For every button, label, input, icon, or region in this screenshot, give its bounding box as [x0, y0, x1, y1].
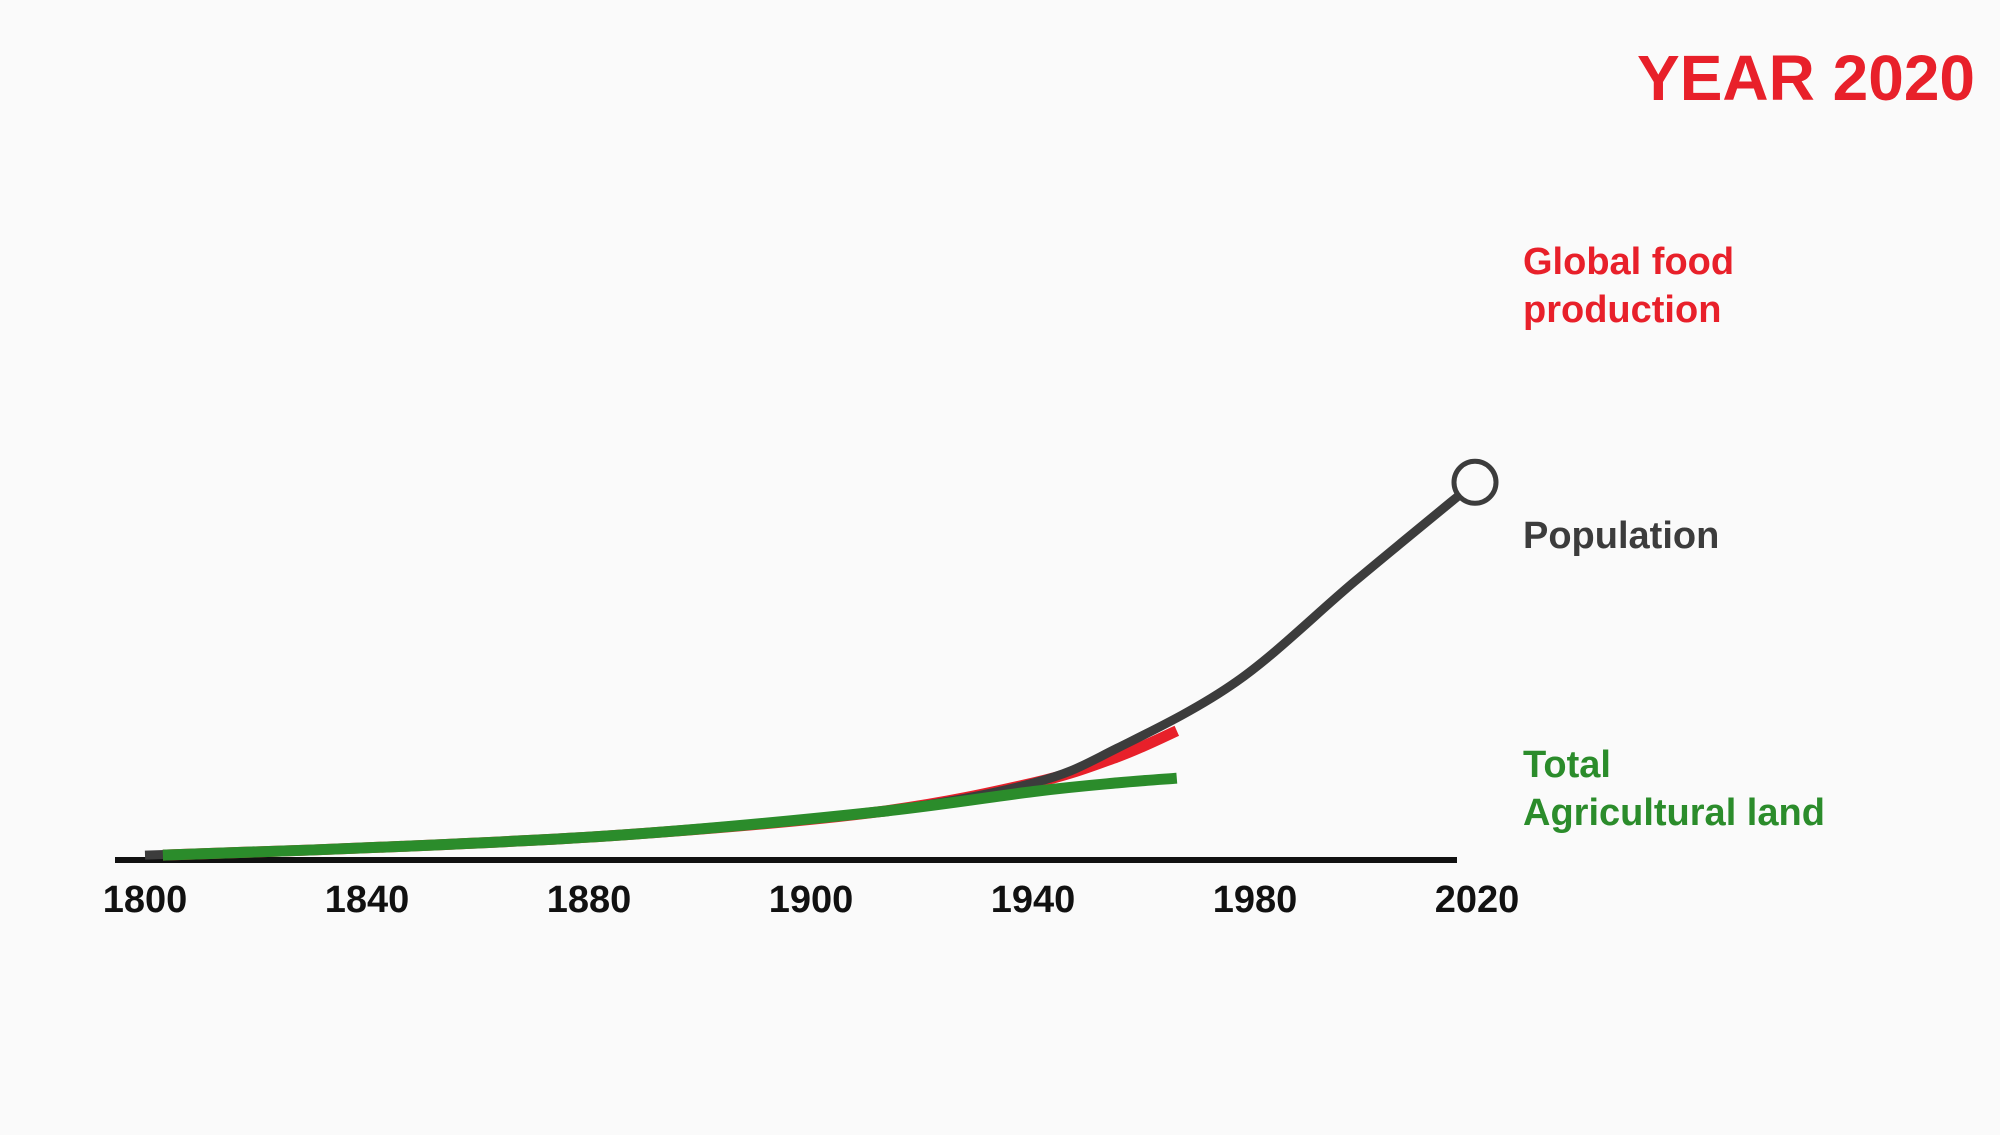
- x-tick-label: 1900: [769, 879, 854, 921]
- global-food-production-label: Global food production: [1523, 241, 1734, 331]
- total-agricultural-land-label: Total Agricultural land: [1523, 744, 1825, 834]
- series-labels: Global food production Population Total Agri…: [1523, 241, 1825, 834]
- population-end-marker: [1451, 458, 1499, 506]
- total-agricultural-land-line: [162, 772, 1178, 861]
- x-tick-label: 2020: [1435, 879, 1520, 921]
- chart-title: YEAR 2020: [1637, 42, 1975, 114]
- x-tick-label: 1800: [103, 879, 188, 921]
- x-tick-label: 1880: [547, 879, 632, 921]
- population-line: [144, 478, 1478, 860]
- x-tick-label: 1940: [991, 879, 1076, 921]
- x-tick-label: 1980: [1213, 879, 1298, 921]
- x-axis-ticks: 1800 1840 1880 1900 1940 1980 2020: [103, 879, 1520, 921]
- x-tick-label: 1840: [325, 879, 410, 921]
- plot-area: [115, 458, 1499, 863]
- population-label: Population: [1523, 515, 1719, 557]
